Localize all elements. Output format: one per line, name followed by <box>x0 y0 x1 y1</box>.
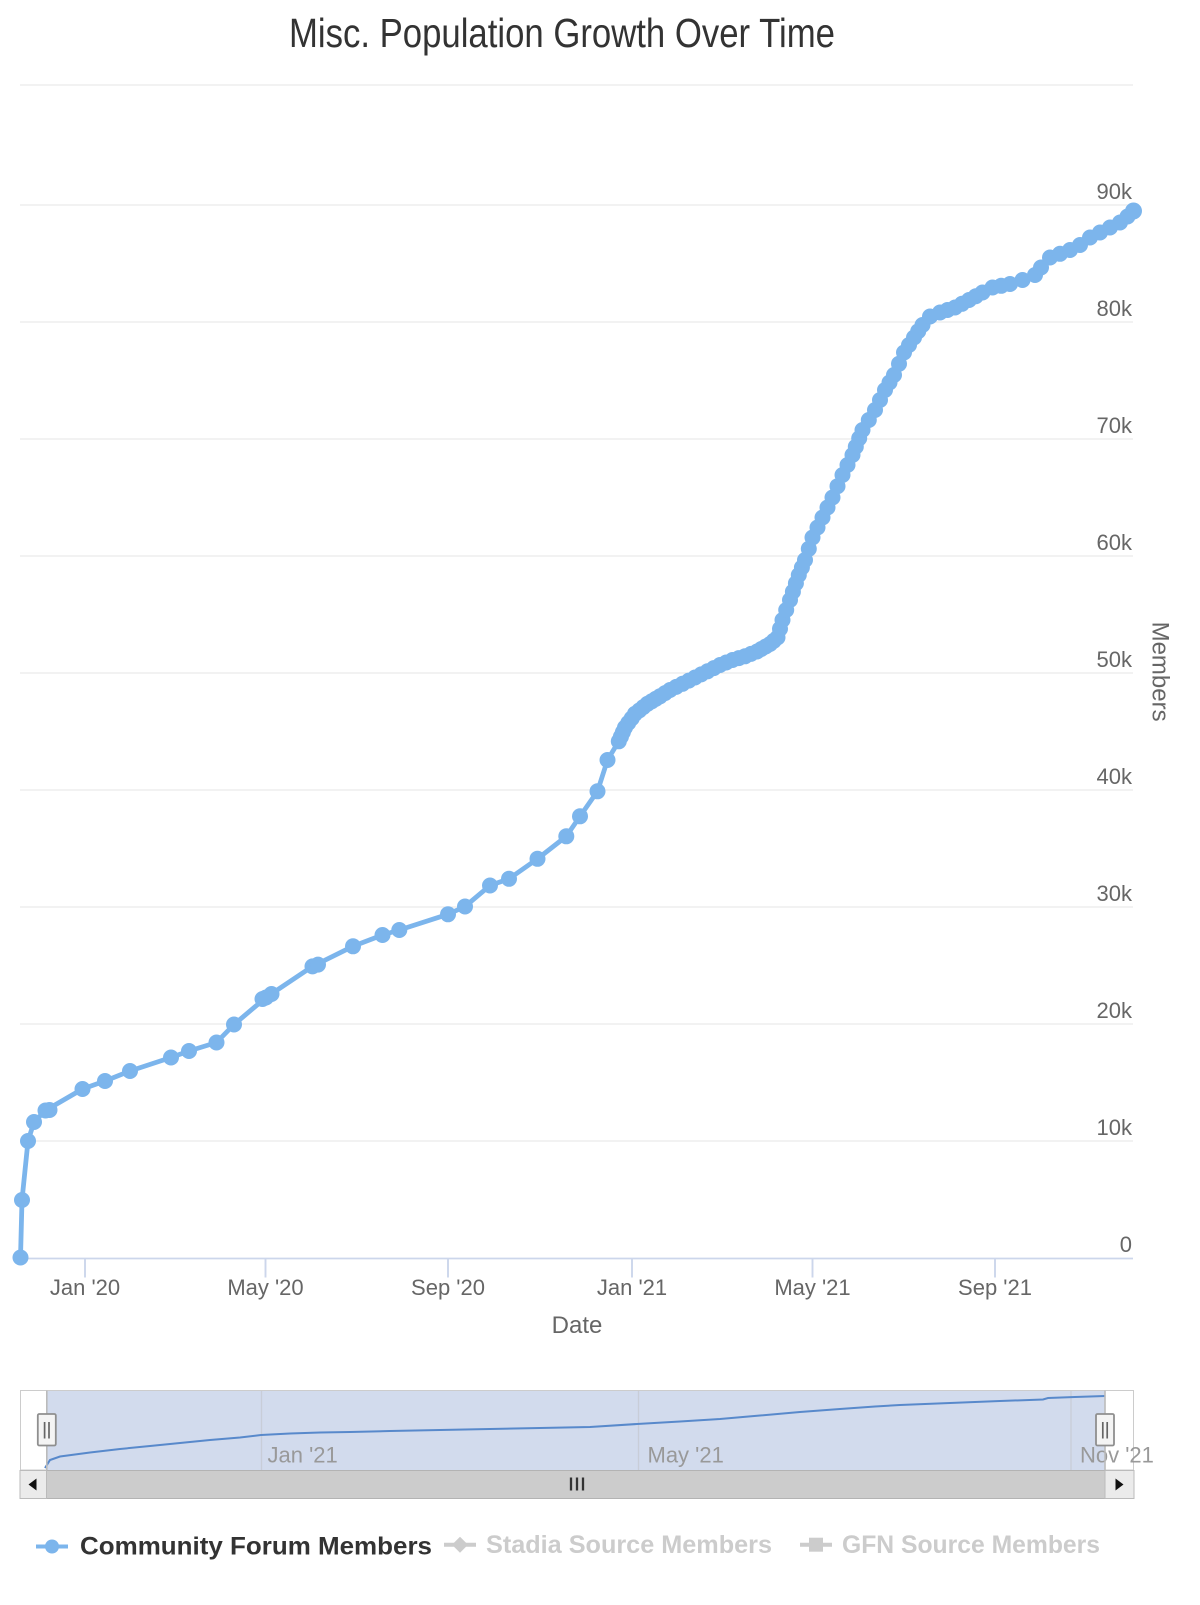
svg-text:Sep '21: Sep '21 <box>958 1275 1032 1300</box>
svg-text:40k: 40k <box>1097 764 1133 789</box>
svg-text:Members: Members <box>1147 622 1174 722</box>
svg-text:GFN Source Members: GFN Source Members <box>842 1531 1100 1559</box>
svg-text:90k: 90k <box>1097 179 1133 204</box>
svg-text:Jan '21: Jan '21 <box>597 1275 667 1300</box>
svg-text:Jan '21: Jan '21 <box>268 1443 338 1468</box>
svg-text:May '21: May '21 <box>648 1443 724 1468</box>
svg-text:Community Forum Members: Community Forum Members <box>80 1533 432 1561</box>
svg-text:Sep '20: Sep '20 <box>411 1275 485 1300</box>
svg-text:May '21: May '21 <box>774 1275 850 1300</box>
svg-text:20k: 20k <box>1097 998 1133 1023</box>
svg-text:May '20: May '20 <box>227 1275 303 1300</box>
svg-text:Nov '21: Nov '21 <box>1080 1443 1154 1468</box>
svg-text:Date: Date <box>552 1312 603 1339</box>
svg-text:50k: 50k <box>1097 647 1133 672</box>
svg-text:Stadia Source Members: Stadia Source Members <box>486 1531 772 1559</box>
svg-text:Jan '20: Jan '20 <box>50 1275 120 1300</box>
svg-text:0: 0 <box>1120 1232 1132 1257</box>
svg-text:80k: 80k <box>1097 296 1133 321</box>
svg-text:30k: 30k <box>1097 881 1133 906</box>
svg-text:10k: 10k <box>1097 1115 1133 1140</box>
svg-text:60k: 60k <box>1097 530 1133 555</box>
svg-text:Misc. Population Growth Over T: Misc. Population Growth Over Time <box>289 10 835 56</box>
svg-text:70k: 70k <box>1097 413 1133 438</box>
